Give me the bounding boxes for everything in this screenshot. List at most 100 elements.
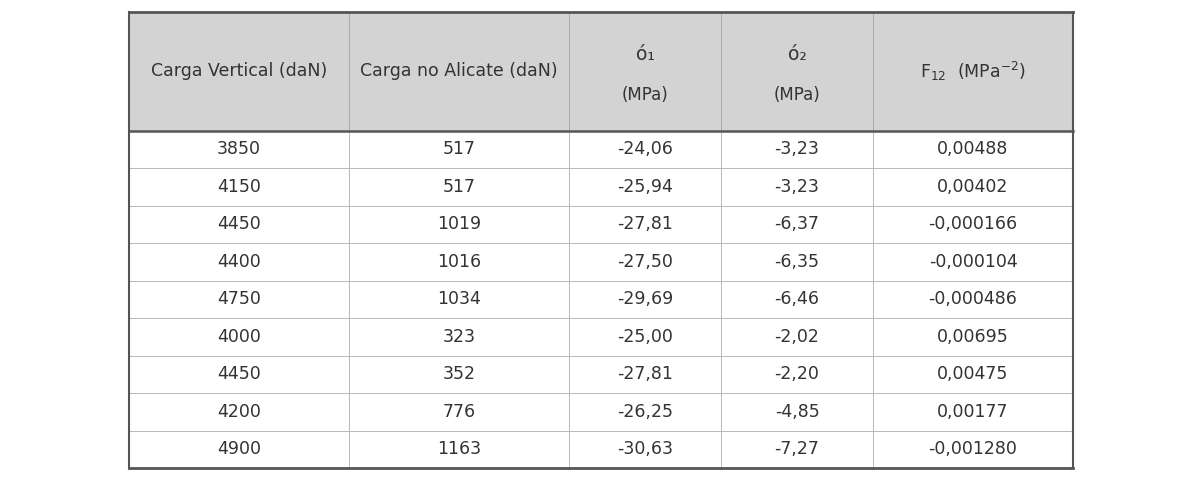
- Bar: [129, 12, 349, 131]
- Bar: [349, 205, 569, 243]
- Text: -25,00: -25,00: [617, 328, 673, 346]
- Text: 0,00488: 0,00488: [938, 140, 1008, 158]
- Bar: [349, 280, 569, 318]
- Bar: [349, 168, 569, 205]
- Bar: [349, 393, 569, 431]
- Bar: [129, 205, 349, 243]
- Text: -0,000104: -0,000104: [929, 253, 1017, 271]
- Text: -27,81: -27,81: [617, 216, 673, 233]
- Bar: [873, 12, 1073, 131]
- Text: -0,000486: -0,000486: [929, 290, 1017, 308]
- Bar: [873, 168, 1073, 205]
- Text: 0,00177: 0,00177: [938, 403, 1008, 421]
- Text: ó₂: ó₂: [787, 45, 807, 64]
- Text: Carga no Alicate (daN): Carga no Alicate (daN): [361, 62, 558, 80]
- Bar: [129, 243, 349, 280]
- Text: 0,00475: 0,00475: [938, 365, 1008, 383]
- Text: 323: 323: [442, 328, 476, 346]
- Text: 517: 517: [442, 178, 476, 196]
- Text: 1019: 1019: [438, 216, 481, 233]
- Bar: [569, 168, 721, 205]
- Text: 0,00695: 0,00695: [938, 328, 1008, 346]
- Bar: [721, 12, 873, 131]
- Bar: [569, 356, 721, 393]
- Bar: [569, 243, 721, 280]
- Text: ó₁: ó₁: [636, 45, 654, 64]
- Bar: [349, 131, 569, 168]
- Bar: [569, 280, 721, 318]
- Text: 4750: 4750: [218, 290, 261, 308]
- Bar: [129, 356, 349, 393]
- Text: -0,001280: -0,001280: [929, 440, 1017, 458]
- Bar: [721, 205, 873, 243]
- Bar: [349, 356, 569, 393]
- Bar: [873, 131, 1073, 168]
- Bar: [721, 280, 873, 318]
- Bar: [569, 205, 721, 243]
- Bar: [873, 205, 1073, 243]
- Bar: [873, 243, 1073, 280]
- Text: -2,02: -2,02: [774, 328, 820, 346]
- Text: -6,46: -6,46: [774, 290, 820, 308]
- Text: -0,000166: -0,000166: [928, 216, 1018, 233]
- Text: -6,37: -6,37: [774, 216, 820, 233]
- Bar: [721, 393, 873, 431]
- Text: -6,35: -6,35: [774, 253, 820, 271]
- Text: $\mathregular{F}_{12}$  $\mathregular{(MPa^{-2})}$: $\mathregular{F}_{12}$ $\mathregular{(MP…: [920, 60, 1027, 83]
- Bar: [721, 243, 873, 280]
- Bar: [721, 168, 873, 205]
- Bar: [129, 318, 349, 356]
- Bar: [129, 431, 349, 468]
- Text: Carga Vertical (daN): Carga Vertical (daN): [151, 62, 327, 80]
- Bar: [873, 280, 1073, 318]
- Text: -24,06: -24,06: [617, 140, 673, 158]
- Text: 4200: 4200: [218, 403, 261, 421]
- Bar: [873, 393, 1073, 431]
- Bar: [721, 356, 873, 393]
- Bar: [569, 431, 721, 468]
- Bar: [721, 131, 873, 168]
- Text: -27,81: -27,81: [617, 365, 673, 383]
- Bar: [569, 393, 721, 431]
- Bar: [349, 12, 569, 131]
- Bar: [129, 168, 349, 205]
- Text: -3,23: -3,23: [774, 178, 820, 196]
- Text: 4900: 4900: [218, 440, 261, 458]
- Text: 3850: 3850: [218, 140, 261, 158]
- Text: -3,23: -3,23: [774, 140, 820, 158]
- Bar: [129, 131, 349, 168]
- Bar: [873, 356, 1073, 393]
- Text: -30,63: -30,63: [617, 440, 673, 458]
- Text: -2,20: -2,20: [774, 365, 820, 383]
- Text: -4,85: -4,85: [774, 403, 820, 421]
- Text: -27,50: -27,50: [617, 253, 673, 271]
- Text: 1163: 1163: [438, 440, 481, 458]
- Text: 776: 776: [442, 403, 476, 421]
- Bar: [569, 318, 721, 356]
- Text: -7,27: -7,27: [774, 440, 820, 458]
- Text: 0,00402: 0,00402: [938, 178, 1008, 196]
- Bar: [129, 393, 349, 431]
- Text: 4450: 4450: [218, 365, 261, 383]
- Text: 4400: 4400: [218, 253, 261, 271]
- Text: -25,94: -25,94: [617, 178, 673, 196]
- Bar: [873, 431, 1073, 468]
- Text: 4150: 4150: [218, 178, 261, 196]
- Bar: [721, 318, 873, 356]
- Bar: [721, 431, 873, 468]
- Bar: [349, 318, 569, 356]
- Text: 1016: 1016: [438, 253, 481, 271]
- Text: 1034: 1034: [438, 290, 481, 308]
- Bar: [569, 12, 721, 131]
- Bar: [349, 431, 569, 468]
- Bar: [569, 131, 721, 168]
- Text: (MPa): (MPa): [621, 86, 668, 104]
- Text: 4000: 4000: [218, 328, 261, 346]
- Text: -29,69: -29,69: [617, 290, 673, 308]
- Text: (MPa): (MPa): [774, 86, 821, 104]
- Bar: [349, 243, 569, 280]
- Bar: [873, 318, 1073, 356]
- Text: 352: 352: [442, 365, 476, 383]
- Text: -26,25: -26,25: [617, 403, 673, 421]
- Bar: [129, 280, 349, 318]
